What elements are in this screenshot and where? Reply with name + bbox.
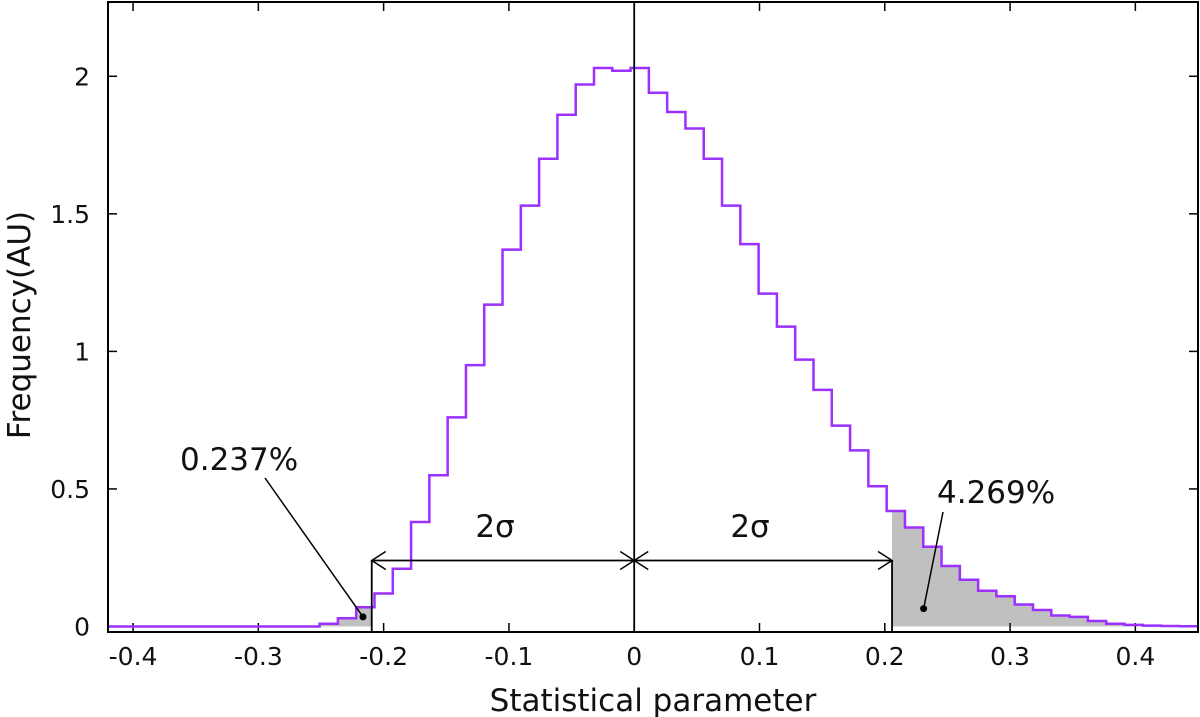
y-tick-label: 1 <box>74 337 90 366</box>
right-arrowhead <box>877 550 894 571</box>
x-tick-label: -0.1 <box>485 642 534 671</box>
right-sigma-label: 2σ <box>730 509 769 545</box>
sigma-markers <box>264 2 944 632</box>
right-tail-pointer <box>922 511 944 609</box>
x-tick-label: -0.3 <box>234 642 283 671</box>
x-tick-label: 0.1 <box>740 642 780 671</box>
x-tick-label: 0 <box>626 642 642 671</box>
left-tail-label: 0.237% <box>180 442 298 478</box>
y-tick-label: 1.5 <box>50 200 90 229</box>
center-arrowhead-right <box>632 550 649 571</box>
y-axis-title: Frequency(AU) <box>2 211 38 439</box>
left-arrowhead <box>370 550 387 571</box>
left-sigma-label: 2σ <box>475 509 514 545</box>
x-tick-label: 0.4 <box>1115 642 1155 671</box>
x-tick-label: -0.4 <box>109 642 158 671</box>
x-tick-label: 0.3 <box>990 642 1030 671</box>
right-tail-area <box>892 510 1198 627</box>
axis-ticks <box>108 2 1198 632</box>
x-tick-label: 0.2 <box>865 642 905 671</box>
y-tick-label: 2 <box>74 62 90 91</box>
right-tail-dot <box>920 605 928 613</box>
x-tick-label: -0.2 <box>359 642 408 671</box>
y-tick-label: 0.5 <box>50 475 90 504</box>
y-tick-label: 0 <box>74 612 90 641</box>
plot-frame <box>107 1 1199 633</box>
right-tail-label: 4.269% <box>937 475 1055 511</box>
x-axis-title: Statistical parameter <box>490 683 817 717</box>
left-tail-pointer <box>264 477 364 618</box>
tick-labels: -0.4 -0.3 -0.2 -0.1 0 0.1 0.2 0.3 0.4 0 0.5 1 1.5 2 <box>50 62 1155 671</box>
histogram-line <box>108 66 1199 628</box>
left-tail-dot <box>359 613 367 621</box>
